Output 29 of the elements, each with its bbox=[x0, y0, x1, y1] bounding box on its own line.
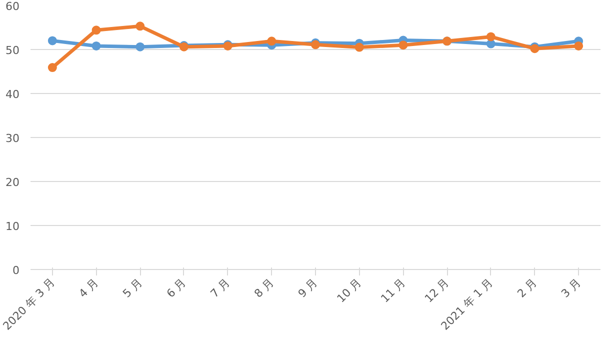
point bbox=[354, 42, 364, 52]
point bbox=[486, 32, 496, 42]
x-tick-label: 2 月 bbox=[514, 276, 540, 300]
y-tick-label: 60 bbox=[6, 0, 20, 13]
point bbox=[136, 42, 145, 52]
point bbox=[48, 36, 57, 46]
point bbox=[267, 36, 276, 46]
x-tick-label: 10 月 bbox=[334, 276, 364, 306]
x-tick-label: 12 月 bbox=[422, 276, 452, 306]
y-tick-label: 20 bbox=[6, 176, 20, 189]
y-tick-label: 50 bbox=[6, 44, 20, 57]
x-tick-label: 9 月 bbox=[296, 276, 320, 300]
point bbox=[574, 41, 584, 50]
x-tick-label: 6 月 bbox=[164, 276, 189, 300]
point bbox=[48, 63, 57, 72]
point bbox=[92, 41, 101, 50]
x-tick-label: 8 月 bbox=[252, 276, 276, 300]
x-tick-label: 7 月 bbox=[208, 276, 232, 300]
x-tick-label: 5 月 bbox=[120, 276, 145, 300]
point bbox=[136, 22, 145, 31]
x-tick-label: 4 月 bbox=[76, 276, 101, 300]
point bbox=[92, 26, 101, 35]
y-tick-label: 30 bbox=[6, 132, 20, 145]
y-tick-label: 40 bbox=[6, 88, 20, 101]
x-tick-label: 11 月 bbox=[378, 276, 408, 306]
x-tick-label: 3 月 bbox=[558, 276, 584, 300]
y-tick-label: 10 bbox=[6, 220, 20, 233]
y-tick-label: 0 bbox=[12, 264, 20, 277]
point bbox=[398, 40, 408, 50]
